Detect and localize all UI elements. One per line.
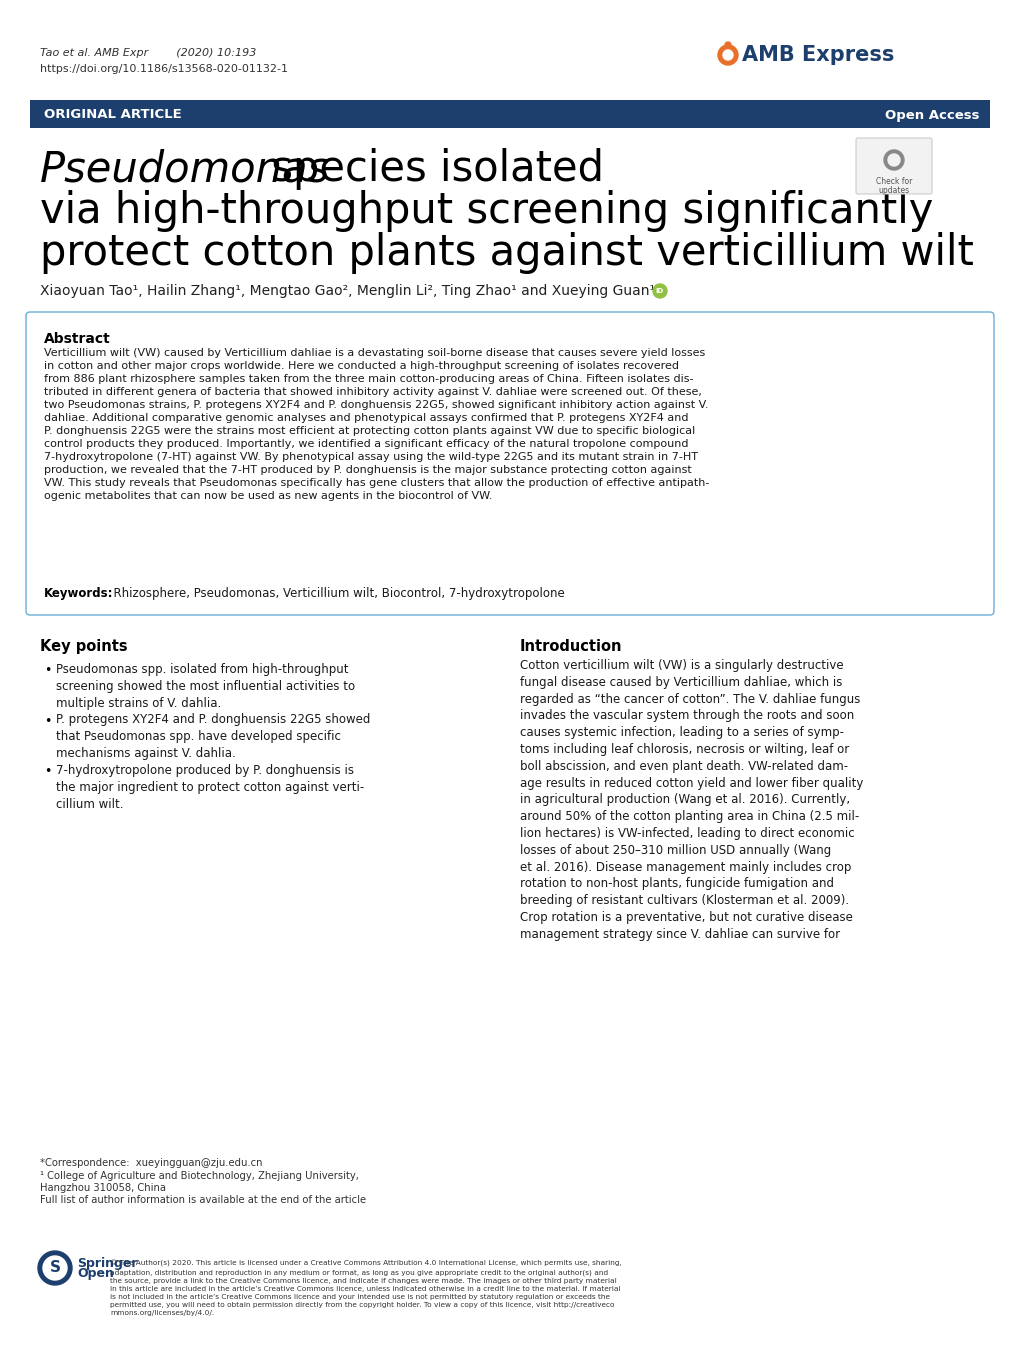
Text: © The Author(s) 2020. This article is licensed under a Creative Commons Attribut: © The Author(s) 2020. This article is li…: [110, 1260, 622, 1316]
Text: AMB Express: AMB Express: [741, 45, 894, 65]
Text: Open: Open: [76, 1267, 114, 1280]
Bar: [30, 100, 989, 127]
Text: Key points: Key points: [40, 640, 127, 654]
Text: iD: iD: [655, 289, 663, 294]
Text: Keywords:: Keywords:: [44, 587, 113, 600]
Text: Full list of author information is available at the end of the article: Full list of author information is avail…: [40, 1195, 366, 1205]
Text: via high-throughput screening significantly: via high-throughput screening significan…: [40, 190, 932, 232]
Text: Tao et al. AMB Expr        (2020) 10:193: Tao et al. AMB Expr (2020) 10:193: [40, 47, 256, 58]
Text: https://doi.org/10.1186/s13568-020-01132-1: https://doi.org/10.1186/s13568-020-01132…: [40, 64, 287, 75]
Text: 7-hydroxytropolone produced by P. donghuensis is
the major ingredient to protect: 7-hydroxytropolone produced by P. donghu…: [56, 764, 364, 810]
Circle shape: [38, 1251, 72, 1285]
Text: P. protegens XY2F4 and P. donghuensis 22G5 showed
that Pseudomonas spp. have dev: P. protegens XY2F4 and P. donghuensis 22…: [56, 714, 370, 760]
Text: *Correspondence:  xueyingguan@zju.edu.cn: *Correspondence: xueyingguan@zju.edu.cn: [40, 1159, 262, 1168]
Text: •: •: [44, 766, 51, 778]
Text: Pseudomonas spp. isolated from high-throughput
screening showed the most influen: Pseudomonas spp. isolated from high-thro…: [56, 663, 355, 710]
Text: updates: updates: [877, 186, 909, 195]
Text: Rhizosphere, Pseudomonas, Verticillium wilt, Biocontrol, 7-hydroxytropolone: Rhizosphere, Pseudomonas, Verticillium w…: [106, 587, 565, 600]
Text: ¹ College of Agriculture and Biotechnology, Zhejiang University,: ¹ College of Agriculture and Biotechnolo…: [40, 1171, 359, 1182]
Circle shape: [725, 42, 731, 47]
Text: Pseudomonas: Pseudomonas: [40, 148, 330, 190]
Text: ORIGINAL ARTICLE: ORIGINAL ARTICLE: [44, 108, 181, 122]
Text: Introduction: Introduction: [520, 640, 622, 654]
FancyBboxPatch shape: [855, 138, 931, 194]
Text: •: •: [44, 714, 51, 728]
Circle shape: [717, 45, 738, 65]
Circle shape: [43, 1256, 67, 1280]
Text: Cotton verticillium wilt (VW) is a singularly destructive
fungal disease caused : Cotton verticillium wilt (VW) is a singu…: [520, 659, 862, 940]
Text: Open Access: Open Access: [884, 108, 979, 122]
Text: Abstract: Abstract: [44, 332, 111, 346]
FancyBboxPatch shape: [25, 312, 994, 615]
Text: Verticillium wilt (VW) caused by Verticillium dahliae is a devastating soil-born: Verticillium wilt (VW) caused by Vertici…: [44, 348, 708, 501]
Text: •: •: [44, 664, 51, 678]
Circle shape: [652, 285, 666, 298]
Text: Check for: Check for: [875, 178, 911, 186]
Circle shape: [888, 154, 899, 167]
Circle shape: [883, 150, 903, 169]
Circle shape: [722, 50, 733, 60]
Text: protect cotton plants against verticillium wilt: protect cotton plants against verticilli…: [40, 232, 973, 274]
Text: species isolated: species isolated: [258, 148, 603, 190]
Text: Xiaoyuan Tao¹, Hailin Zhang¹, Mengtao Gao², Menglin Li², Ting Zhao¹ and Xueying : Xiaoyuan Tao¹, Hailin Zhang¹, Mengtao Ga…: [40, 285, 661, 298]
Text: Springer: Springer: [76, 1256, 138, 1270]
Text: S: S: [50, 1260, 60, 1275]
Text: Hangzhou 310058, China: Hangzhou 310058, China: [40, 1183, 166, 1192]
